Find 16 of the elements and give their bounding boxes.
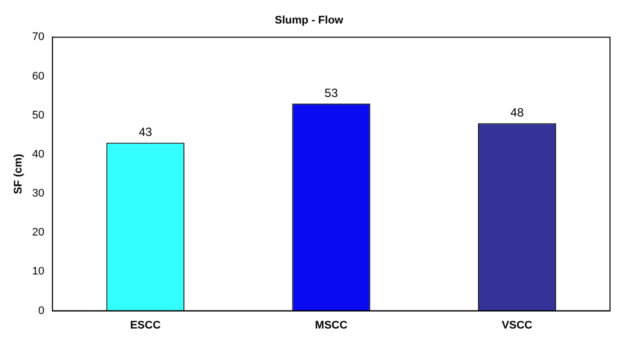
chart-title: Slump - Flow [274,14,344,27]
y-tick-label: 0 [38,304,44,317]
data-label: 53 [324,86,338,100]
y-tick-label: 20 [32,226,44,239]
y-tick-label: 70 [32,31,44,44]
y-tick-label: 30 [32,188,44,200]
y-axis-title: SF (cm) [12,154,25,194]
data-label: 43 [138,125,152,140]
x-tick-label: ESCC [130,319,161,332]
y-tick-label: 50 [32,109,44,122]
y-tick-label: 40 [32,148,44,160]
x-tick-label: VSCC [502,319,532,332]
x-tick-label: MSCC [315,319,348,332]
data-label: 48 [510,106,524,120]
y-tick-label: 10 [32,266,44,278]
y-tick-label: 60 [32,70,44,82]
